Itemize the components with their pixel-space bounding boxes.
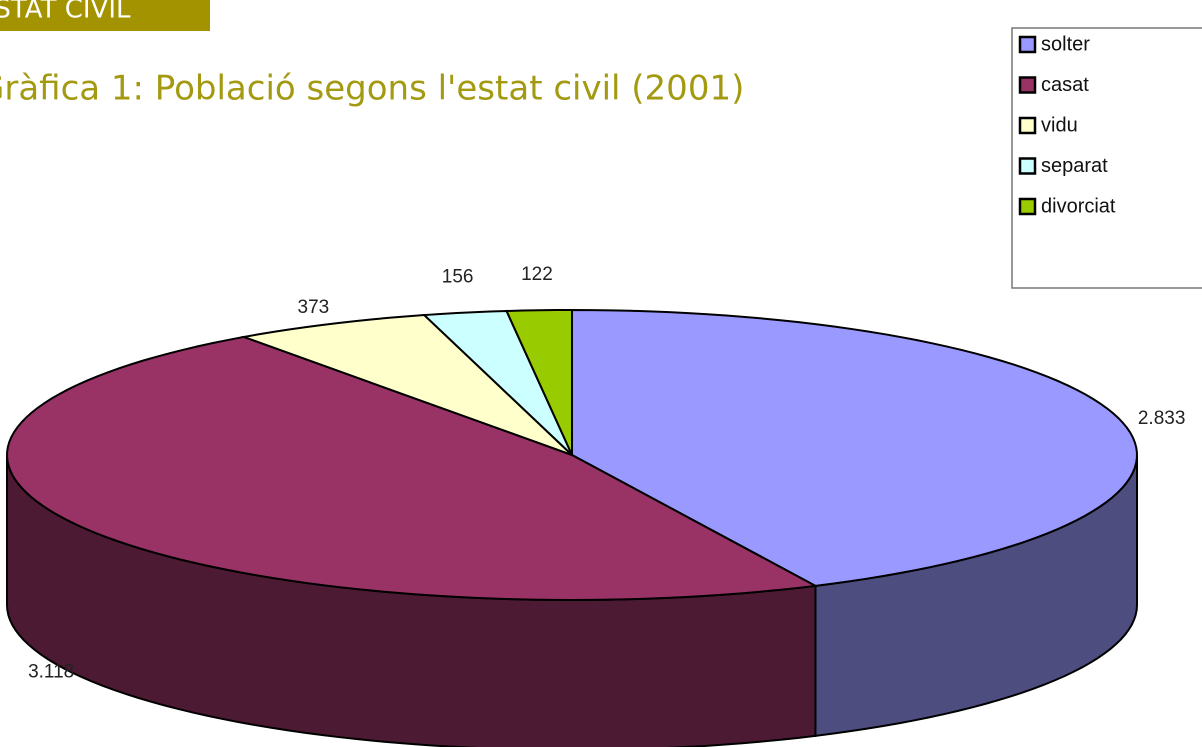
- legend-box: [1011, 27, 1202, 289]
- legend-label: vidu: [1041, 114, 1078, 136]
- header: ESTAT CIVIL: [0, 0, 131, 25]
- legend-label: solter: [1041, 33, 1090, 55]
- legend-swatch: [1018, 157, 1037, 175]
- slice: [505, 308, 573, 456]
- legend-swatch: [1018, 197, 1037, 216]
- data-label: 2.833: [1138, 408, 1186, 429]
- data-label: 373: [298, 297, 330, 318]
- legend-label: separat: [1041, 155, 1108, 177]
- legend-label: casat: [1041, 74, 1089, 96]
- data-label: 122: [521, 264, 553, 285]
- legend-swatch: [1018, 35, 1037, 54]
- data-label: 156: [442, 267, 474, 288]
- data-label: 3.118: [28, 661, 74, 682]
- legend-swatch: [1018, 116, 1037, 135]
- slice: [6, 335, 819, 601]
- legend-label: divorciat: [1041, 195, 1116, 217]
- slice: [421, 309, 573, 456]
- chart-title: Gràfica 1: Població segons l'estat civil…: [0, 69, 744, 109]
- slice: [240, 314, 573, 456]
- legend-swatch: [1018, 76, 1037, 94]
- slice: [571, 308, 1138, 587]
- header-bar: [0, 0, 210, 31]
